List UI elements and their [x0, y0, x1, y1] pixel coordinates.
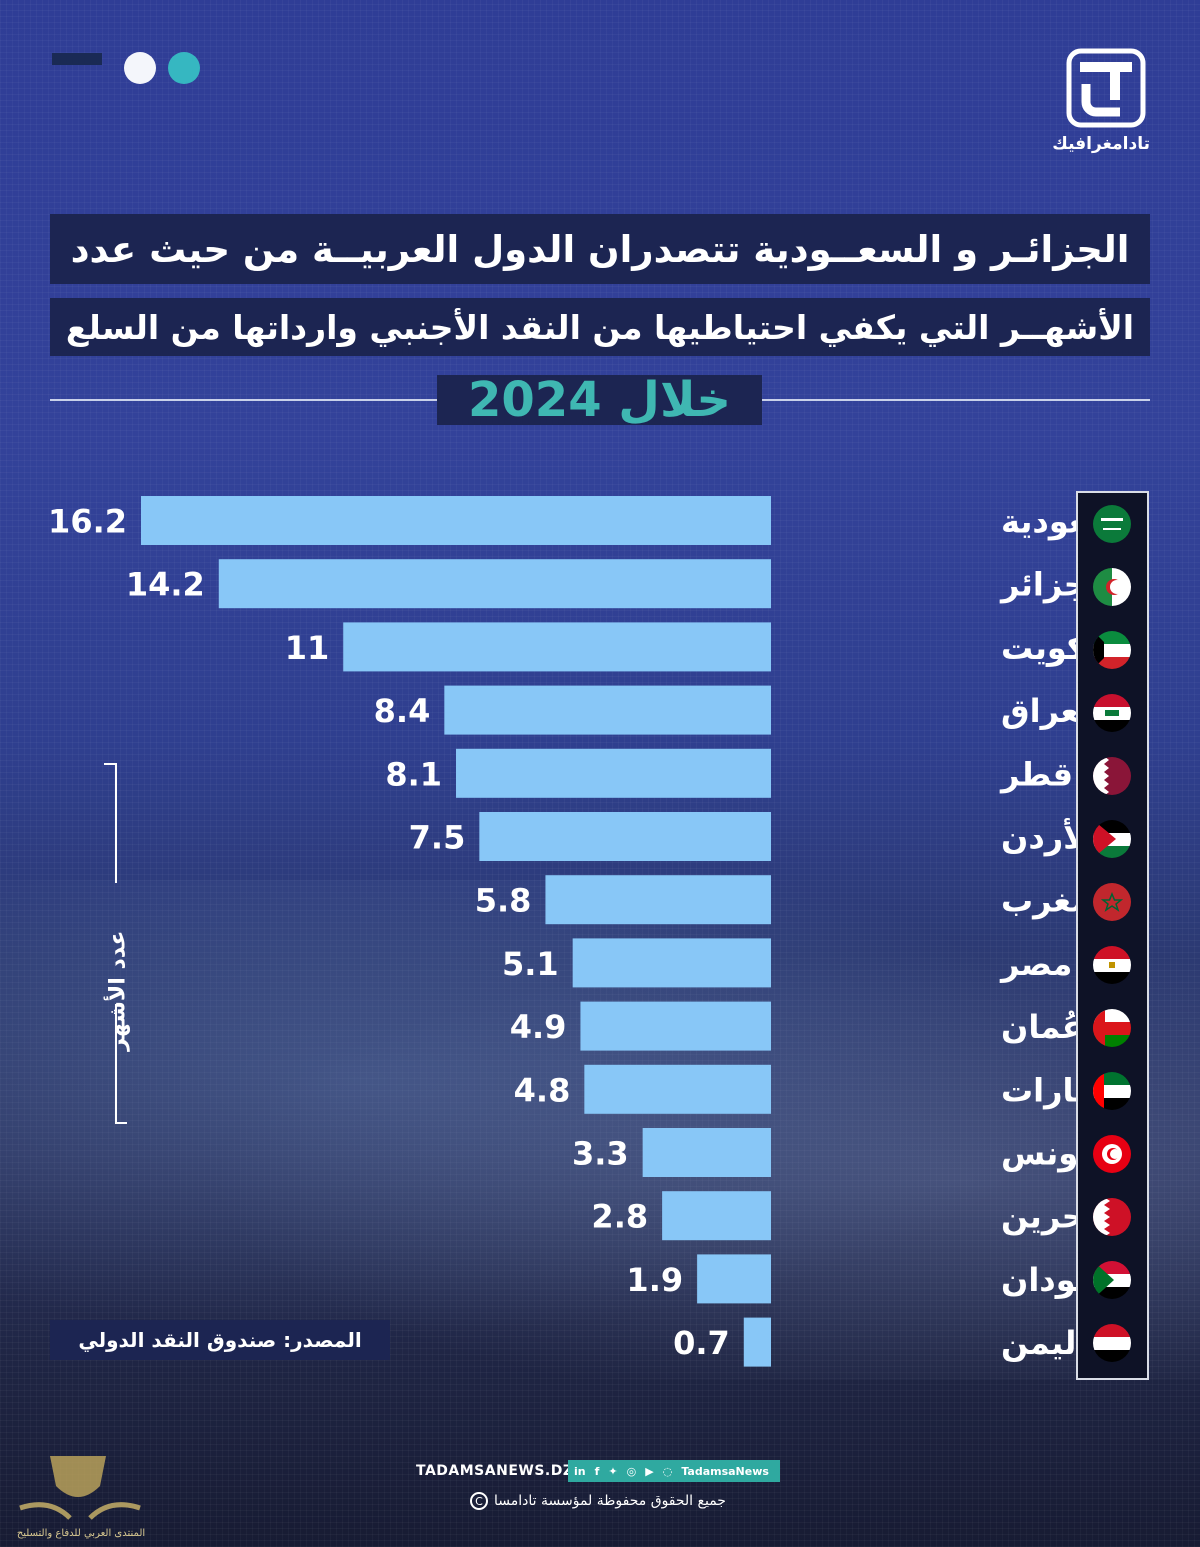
decor-dot-white [124, 52, 156, 84]
category-label-8: عُمان [1001, 1008, 1084, 1046]
category-label-7: مصر [999, 945, 1072, 983]
footer-social-bar: in f ✦ ◎ ▶ ◌ TadamsaNews [568, 1460, 780, 1482]
value-label-12: 1.9 [626, 1261, 683, 1299]
jordan-flag-icon [1093, 820, 1131, 858]
social-handle[interactable]: TadamsaNews [681, 1464, 769, 1478]
qatar-flag-icon [1093, 757, 1131, 795]
bar-0 [141, 496, 771, 545]
decor-dot-teal [168, 52, 200, 84]
value-label-13: 0.7 [673, 1324, 730, 1362]
algeria-flag-icon [1093, 568, 1131, 606]
bar-11 [662, 1191, 771, 1241]
bar-6 [545, 875, 771, 925]
morocco-flag-icon [1093, 883, 1131, 921]
saudi-flag-icon [1093, 505, 1131, 543]
yemen-flag-icon [1093, 1324, 1131, 1362]
bar-8 [580, 1001, 771, 1051]
brand-logo-icon [1066, 48, 1146, 128]
bar-4 [456, 748, 771, 798]
footer-copyright: جميع الحقوق محفوظة لمؤسسة تادامسا C [470, 1492, 726, 1510]
uae-flag-icon [1093, 1072, 1131, 1110]
y-axis-label: عدد الأشهر [105, 930, 131, 1051]
value-label-8: 4.9 [510, 1008, 567, 1046]
youtube-icon[interactable]: ▶ [645, 1464, 654, 1478]
value-label-10: 3.3 [572, 1135, 629, 1173]
value-label-5: 7.5 [409, 819, 466, 857]
bar-2 [343, 622, 771, 672]
bar-7 [572, 938, 771, 988]
value-label-1: 14.2 [126, 566, 205, 604]
category-label-4: قطر [999, 755, 1073, 793]
value-label-11: 2.8 [591, 1198, 648, 1236]
instagram-icon[interactable]: ◎ [626, 1464, 637, 1478]
whatsapp-icon[interactable]: ◌ [662, 1464, 673, 1478]
linkedin-icon[interactable]: in [574, 1464, 586, 1478]
value-label-4: 8.1 [385, 755, 442, 793]
value-label-9: 4.8 [514, 1071, 571, 1109]
copyright-icon: C [470, 1492, 488, 1510]
watermark-emblem-icon [19, 1456, 141, 1520]
bar-9 [584, 1064, 771, 1114]
bar-12 [697, 1254, 771, 1304]
bar-5 [479, 812, 771, 861]
bahrain-flag-icon [1093, 1198, 1131, 1236]
facebook-icon[interactable]: f [594, 1464, 600, 1478]
axis-bracket-line-bottom [115, 1004, 117, 1124]
category-label-10: تونس [1001, 1135, 1090, 1173]
value-label-2: 11 [285, 629, 330, 667]
value-label-0: 16.2 [48, 503, 127, 541]
axis-bracket-top [104, 763, 117, 765]
bar-10 [642, 1128, 771, 1177]
year-label: خلال 2024 [437, 372, 762, 428]
tunisia-flag-icon [1093, 1135, 1131, 1173]
footer-website[interactable]: TADAMSANEWS.DZ [416, 1463, 574, 1479]
oman-flag-icon [1093, 1009, 1131, 1047]
value-label-6: 5.8 [475, 882, 532, 920]
title-line-1: الجزائـر و السعــودية تتصدران الدول العر… [50, 214, 1150, 284]
flag-panel [1076, 491, 1149, 1380]
value-label-7: 5.1 [502, 945, 559, 983]
copyright-text: جميع الحقوق محفوظة لمؤسسة تادامسا [494, 1493, 726, 1509]
sudan-flag-icon [1093, 1261, 1131, 1299]
bar-1 [218, 559, 771, 609]
bar-3 [444, 685, 771, 735]
title-line-2: الأشهــر التي يكفي احتياطيها من النقد ال… [50, 298, 1150, 356]
iraq-flag-icon [1093, 694, 1131, 732]
category-label-13: اليمن [1001, 1324, 1087, 1362]
axis-bracket-line-top [115, 763, 117, 883]
value-label-3: 8.4 [374, 692, 431, 730]
decor-dash [52, 53, 102, 65]
axis-bracket-bottom [115, 1122, 127, 1124]
egypt-flag-icon [1093, 946, 1131, 984]
watermark-text: المنتدى العربي للدفاع والتسليح [16, 1528, 146, 1539]
brand-name: تادامغرافيك [1052, 134, 1150, 154]
kuwait-flag-icon [1093, 631, 1131, 669]
source-label: المصدر: صندوق النقد الدولي [50, 1320, 390, 1360]
bar-13 [743, 1317, 771, 1367]
twitter-icon[interactable]: ✦ [608, 1464, 618, 1478]
